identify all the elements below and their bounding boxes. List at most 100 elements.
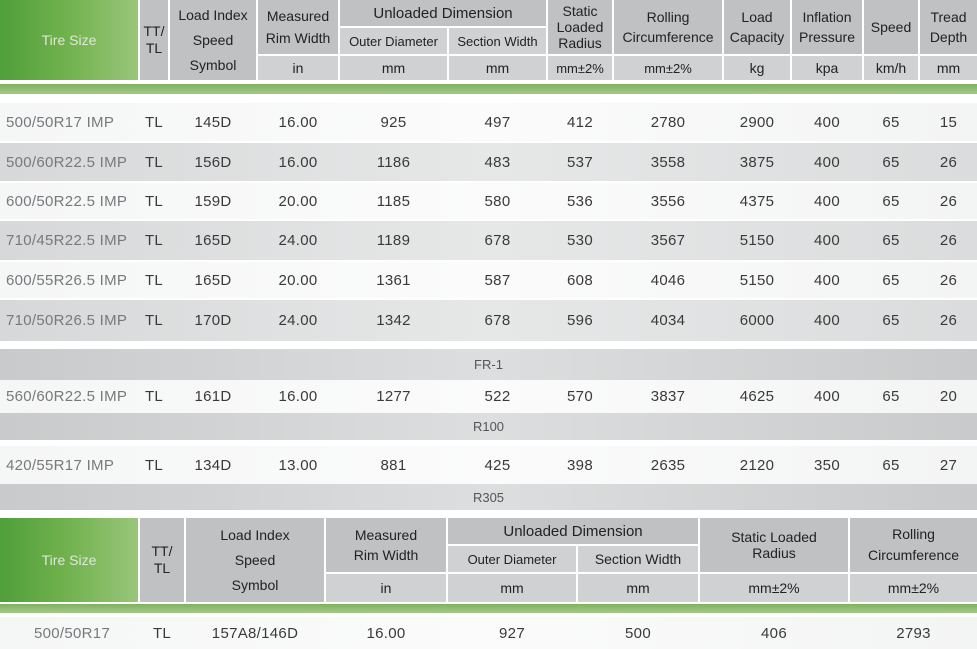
cell-load-capacity: 5150 bbox=[739, 232, 775, 249]
cell-tread-depth: 20 bbox=[939, 388, 958, 405]
cell-outer-diameter: 1186 bbox=[376, 153, 411, 171]
section-band-r100-label: R100 bbox=[472, 419, 505, 434]
cell-rolling-circ: 4034 bbox=[650, 312, 686, 329]
cell-load-capacity: 5150 bbox=[739, 271, 775, 289]
cell-speed: 65 bbox=[882, 388, 900, 405]
cell-load-index: 145D bbox=[194, 113, 232, 131]
header-load-capacity: Load Capacity bbox=[724, 0, 790, 54]
t2-header-section-width: Section Width bbox=[578, 546, 698, 572]
cell-inflation: 400 bbox=[814, 312, 840, 329]
cell-inflation: 400 bbox=[814, 192, 840, 210]
cell-section-width: 500 bbox=[625, 624, 651, 642]
header-inflation: Inflation Pressure bbox=[792, 0, 862, 54]
header-static-unit-label: mm±2% bbox=[556, 60, 604, 76]
header-tread-line2: Depth bbox=[929, 29, 968, 45]
cell-tread-depth: 15 bbox=[939, 113, 958, 131]
cell-static-radius: 536 bbox=[567, 192, 593, 210]
cell-tire-size: 420/55R17 IMP bbox=[6, 456, 115, 474]
cell-tt-tl: TL bbox=[144, 153, 164, 171]
header-section-unit: mm bbox=[449, 56, 546, 80]
header-tire-size: Tire Size bbox=[0, 0, 138, 80]
cell-static-radius: 596 bbox=[567, 312, 593, 329]
cell-tt-tl: TL bbox=[144, 312, 164, 329]
header-tread-unit-label: mm bbox=[936, 59, 961, 76]
cell-rim-width: 16.00 bbox=[278, 388, 318, 405]
cell-tt-tl: TL bbox=[152, 624, 172, 642]
cell-static-radius: 530 bbox=[567, 232, 593, 249]
header-measured-line1: Measured bbox=[266, 8, 330, 24]
cell-section-width: 483 bbox=[484, 153, 511, 171]
cell-load-capacity: 6000 bbox=[739, 312, 775, 329]
cell-static-radius: 412 bbox=[567, 113, 593, 131]
section-band-fr1-label: FR-1 bbox=[474, 357, 503, 372]
table-row: 560/60R22.5 IMP TL 161D 16.00 1277 522 570 3837… bbox=[0, 380, 977, 413]
header-static-line2: Loaded bbox=[556, 19, 604, 35]
header-load-cap-line2: Capacity bbox=[729, 29, 785, 45]
header-speed-unit: km/h bbox=[864, 56, 918, 80]
cell-rolling-circ: 2780 bbox=[650, 113, 686, 131]
section-band-r305-label: R305 bbox=[472, 489, 505, 505]
header-load-index-line3: Symbol bbox=[189, 56, 237, 73]
header-rolling-unit: mm±2% bbox=[614, 56, 722, 80]
cell-rim-width: 16.00 bbox=[366, 624, 406, 642]
cell-inflation: 350 bbox=[814, 456, 840, 474]
header-speed-unit-label: km/h bbox=[875, 59, 907, 76]
header-static-unit: mm±2% bbox=[548, 56, 612, 80]
t2-header-static-line2: Radius bbox=[752, 545, 796, 561]
cell-inflation: 400 bbox=[814, 388, 840, 405]
header-rolling-circ: Rolling Circumference bbox=[614, 0, 722, 54]
header-outer-diameter-label: Outer Diameter bbox=[349, 33, 438, 49]
cell-tread-depth: 26 bbox=[939, 312, 958, 329]
cell-tt-tl: TL bbox=[144, 388, 164, 405]
cell-rolling-circ: 3837 bbox=[650, 388, 686, 405]
cell-rim-width: 20.00 bbox=[278, 192, 318, 210]
header-load-index-line2: Speed bbox=[192, 31, 234, 48]
cell-rolling-circ: 3558 bbox=[650, 153, 686, 171]
header-static-line1: Static bbox=[562, 3, 598, 19]
cell-inflation: 400 bbox=[814, 232, 840, 249]
t2-header-outer-unit: mm bbox=[448, 574, 576, 602]
t2-header-load-index-line3: Symbol bbox=[231, 576, 279, 593]
header-section-width: Section Width bbox=[449, 28, 546, 54]
t2-header-measured-line1: Measured bbox=[354, 527, 418, 543]
cell-rolling-circ: 4046 bbox=[650, 271, 686, 289]
header-measured-rim: Measured Rim Width bbox=[258, 0, 338, 54]
cell-load-index: 134D bbox=[194, 456, 232, 474]
cell-static-radius: 570 bbox=[567, 388, 593, 405]
t2-header-rolling-line2: Circumference bbox=[867, 547, 960, 563]
header-section-width-label: Section Width bbox=[457, 33, 538, 49]
header-speed-label: Speed bbox=[870, 18, 912, 35]
cell-section-width: 587 bbox=[484, 271, 511, 289]
table-row: 600/50R22.5 IMP TL 159D 20.00 1185 580 536 3556… bbox=[0, 183, 977, 219]
cell-speed: 65 bbox=[882, 113, 900, 131]
cell-load-capacity: 4625 bbox=[739, 388, 775, 405]
header-measured-line2: Rim Width bbox=[265, 30, 331, 46]
cell-tire-size: 500/60R22.5 IMP bbox=[6, 153, 128, 171]
t2-header-outer-diameter: Outer Diameter bbox=[448, 546, 576, 572]
cell-load-capacity: 2120 bbox=[739, 456, 775, 474]
t2-header-section-width-label: Section Width bbox=[594, 550, 682, 567]
cell-tt-tl: TL bbox=[144, 232, 164, 249]
t2-header-section-unit-label: mm bbox=[626, 579, 650, 596]
header-load-cap-line1: Load bbox=[741, 9, 773, 25]
cell-rim-width: 24.00 bbox=[278, 232, 318, 249]
cell-load-capacity: 2900 bbox=[739, 113, 775, 131]
header-rolling-line1: Rolling bbox=[646, 9, 690, 25]
cell-speed: 65 bbox=[882, 271, 900, 289]
header-tire-size-label: Tire Size bbox=[41, 32, 97, 48]
cell-rim-width: 13.00 bbox=[278, 456, 318, 474]
cell-inflation: 400 bbox=[814, 271, 840, 289]
t2-header-tt-tl: TT/ TL bbox=[140, 518, 184, 602]
cell-outer-diameter: 1361 bbox=[376, 271, 411, 289]
t2-header-measured-line2: Rim Width bbox=[353, 547, 419, 563]
t2-header-divider bbox=[0, 604, 977, 613]
cell-inflation: 400 bbox=[814, 113, 840, 131]
cell-load-index: 156D bbox=[194, 153, 232, 171]
cell-load-index: 165D bbox=[194, 271, 232, 289]
cell-load-index: 159D bbox=[194, 192, 232, 210]
cell-outer-diameter: 881 bbox=[380, 456, 407, 474]
t2-header-rolling-line1: Rolling bbox=[892, 526, 935, 542]
t2-header-section-unit: mm bbox=[578, 574, 698, 602]
t2-header-unloaded: Unloaded Dimension bbox=[448, 518, 698, 544]
t2-header-measured-unit-label: in bbox=[380, 579, 392, 596]
